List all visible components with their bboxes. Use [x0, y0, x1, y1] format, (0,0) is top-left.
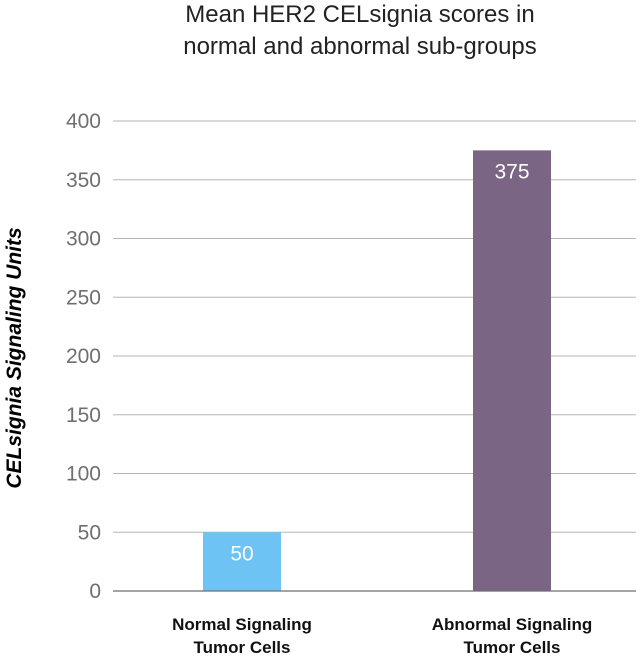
bar-1 [203, 532, 281, 591]
y-tick-label-200: 200 [66, 345, 101, 368]
y-tick-label-0: 0 [89, 580, 101, 603]
y-axis-label: CELsignia Signaling Units [3, 227, 26, 488]
y-axis-ticks: 0 50 100 150 200 250 300 350 400 [66, 110, 101, 603]
y-tick-label-100: 100 [66, 463, 101, 486]
category-label-2-line-1: Abnormal Signaling [432, 615, 593, 634]
category-label-1-line-2: Tumor Cells [194, 638, 291, 656]
chart-title-line-2: normal and abnormal sub-groups [183, 33, 537, 60]
y-tick-label-50: 50 [78, 521, 101, 544]
bar-data-labels: 50 375 [230, 160, 529, 565]
bars [203, 150, 551, 591]
bar-data-label-1: 50 [230, 542, 253, 565]
y-tick-label-300: 300 [66, 228, 101, 251]
category-label-2-line-2: Tumor Cells [464, 638, 561, 656]
y-tick-label-250: 250 [66, 286, 101, 309]
y-tick-label-150: 150 [66, 404, 101, 427]
chart-title-line-1: Mean HER2 CELsignia scores in [185, 1, 535, 28]
gridlines [113, 120, 636, 533]
x-axis-categories: Normal Signaling Tumor Cells Abnormal Sign… [172, 615, 592, 656]
bar-2 [473, 150, 551, 591]
y-tick-label-350: 350 [66, 169, 101, 192]
bar-data-label-2: 375 [494, 160, 529, 183]
category-label-1-line-1: Normal Signaling [172, 615, 312, 634]
chart-title: Mean HER2 CELsignia scores in normal and… [183, 1, 537, 60]
y-tick-label-400: 400 [66, 110, 101, 133]
